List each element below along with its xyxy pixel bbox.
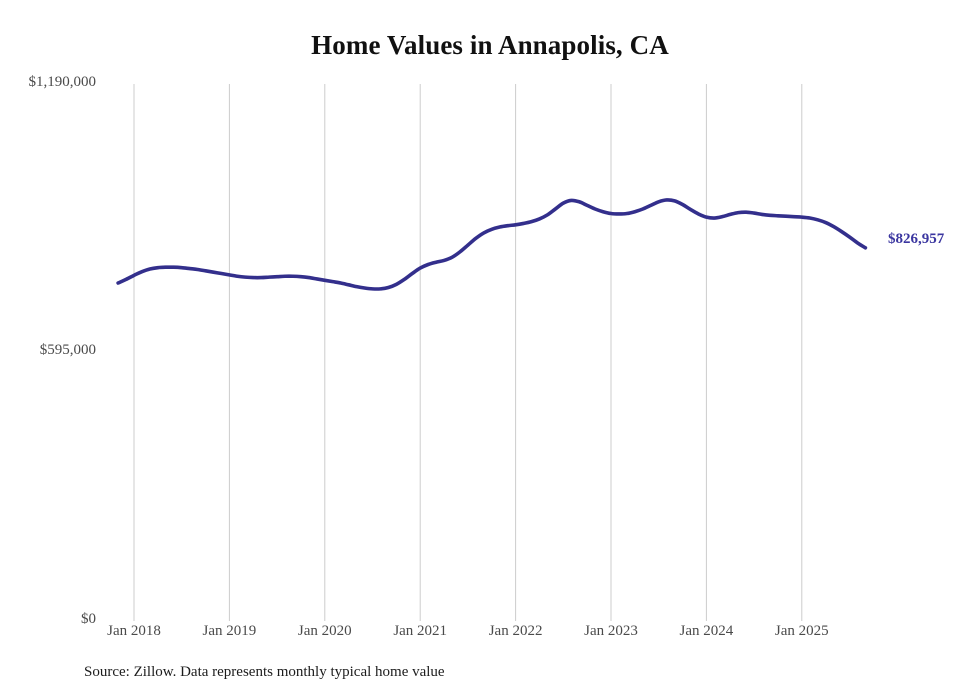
gridlines-group [133,84,803,621]
x-axis-tick-label: Jan 2019 [202,623,257,639]
x-axis-tick-label: Jan 2022 [488,623,543,639]
chart-title: Home Values in Annapolis, CA [311,30,669,60]
source-note: Source: Zillow. Data represents monthly … [84,664,445,680]
y-axis-tick-label-max: $1,190,000 [28,74,97,90]
x-axis-tick-label: Jan 2020 [297,623,352,639]
series-line-typical-home-value [116,198,868,291]
x-axis-tick-label: Jan 2023 [584,623,638,639]
y-axis-tick-label-zero: $0 [81,611,96,627]
x-axis-tick-label: Jan 2018 [107,623,161,639]
y-axis-tick-label-mid: $595,000 [39,342,96,358]
x-axis-tick-label: Jan 2024 [679,623,734,639]
end-value-annotation: $826,957 [888,231,945,247]
x-axis-tick-label: Jan 2021 [393,623,448,639]
x-axis-tick-label: Jan 2025 [774,623,829,639]
